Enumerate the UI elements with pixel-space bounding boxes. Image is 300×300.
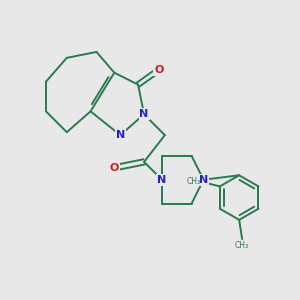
Text: N: N [140,109,149,119]
Text: N: N [116,130,125,140]
Text: CH₃: CH₃ [186,178,200,187]
Text: O: O [110,163,119,173]
Text: O: O [154,65,164,75]
Text: CH₃: CH₃ [235,241,249,250]
Text: N: N [199,175,208,185]
Text: N: N [157,175,167,185]
